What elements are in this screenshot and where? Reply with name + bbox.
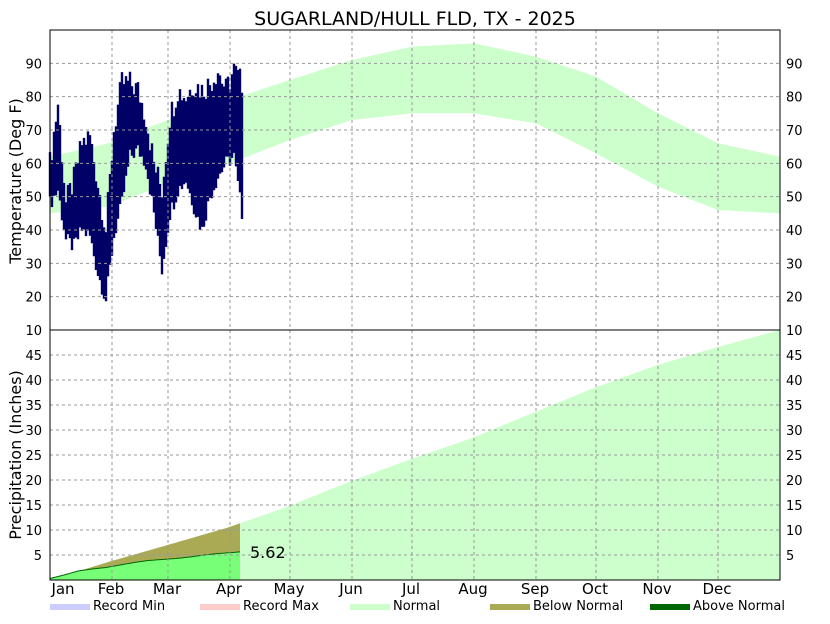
- precipitation-tick-label-right: 15: [786, 499, 803, 514]
- precipitation-total-label: 5.62: [250, 543, 286, 562]
- legend-label: Above Normal: [693, 599, 785, 614]
- precipitation-tick-label-left: 30: [25, 424, 42, 439]
- precipitation-panel-frame: [49, 329, 781, 581]
- precipitation-tick-label-left: 45: [25, 349, 42, 364]
- temperature-tick-label-right: 50: [786, 191, 803, 206]
- legend: Record Min Record Max Normal Below Normal Ab…: [50, 599, 785, 614]
- precipitation-tick-label-left: 40: [25, 374, 42, 389]
- precipitation-tick-label-right: 25: [786, 449, 803, 464]
- precipitation-tick-label-left: 15: [25, 499, 42, 514]
- month-label: Mar: [153, 580, 182, 598]
- precipitation-tick-label-right: 20: [786, 474, 803, 489]
- month-label: Apr: [216, 580, 243, 598]
- temperature-tick-label-left: 70: [25, 124, 42, 139]
- precipitation-tick-label-left: 10: [25, 524, 42, 539]
- month-axis-labels: Jan Feb Mar Apr May Jun Jul Aug Sep Oct Nov Dec: [50, 580, 731, 598]
- precipitation-tick-label-left: 5: [34, 549, 42, 564]
- legend-swatch: [490, 604, 530, 610]
- legend-label: Record Max: [243, 599, 319, 614]
- precipitation-tick-label-left: 10: [25, 324, 42, 339]
- legend-swatch: [50, 604, 90, 610]
- temperature-tick-label-left: 30: [25, 257, 42, 272]
- month-label: Feb: [98, 580, 125, 598]
- precipitation-tick-label-left: 35: [25, 399, 42, 414]
- temperature-y-axis-label: Temperature (Deg F): [6, 98, 25, 265]
- panel-frames: [49, 29, 781, 581]
- month-label: Aug: [458, 580, 487, 598]
- precipitation-panel: 5 5 10 10 15 15 20 20 25 25 30 30 35 35 40 40 45 45 10 10 P…: [6, 324, 803, 580]
- month-label: May: [273, 580, 304, 598]
- temperature-tick-label-left: 60: [25, 157, 42, 172]
- precipitation-tick-label-right: 45: [786, 349, 803, 364]
- precipitation-tick-label-right: 10: [786, 324, 803, 339]
- precipitation-tick-label-right: 35: [786, 399, 803, 414]
- precipitation-tick-label-right: 10: [786, 524, 803, 539]
- temperature-tick-label-right: 20: [786, 291, 803, 306]
- temperature-tick-label-right: 70: [786, 124, 803, 139]
- precipitation-tick-label-right: 5: [786, 549, 794, 564]
- month-label: Dec: [702, 580, 731, 598]
- temperature-tick-label-right: 90: [786, 57, 803, 72]
- precipitation-tick-label-right: 30: [786, 424, 803, 439]
- legend-label: Normal: [393, 599, 440, 614]
- legend-label: Record Min: [93, 599, 165, 614]
- legend-label: Below Normal: [533, 599, 623, 614]
- precipitation-tick-label-left: 20: [25, 474, 42, 489]
- month-label: Jan: [50, 580, 74, 598]
- temperature-tick-label-left: 90: [25, 57, 42, 72]
- temperature-tick-label-right: 80: [786, 91, 803, 106]
- legend-swatch: [350, 604, 390, 610]
- temperature-y-ticks: 20 20 30 30 40 40 50 50 60 60 70 70 80 80 90 90: [25, 57, 802, 305]
- precipitation-normal-area: [50, 330, 780, 580]
- temperature-tick-label-left: 40: [25, 224, 42, 239]
- temperature-grid: [50, 30, 780, 330]
- temperature-panel: 20 20 30 30 40 40 50 50 60 60 70 70 80 80 90 90 Tempera…: [6, 30, 803, 330]
- temperature-tick-label-right: 60: [786, 157, 803, 172]
- precipitation-tick-label-right: 40: [786, 374, 803, 389]
- month-label: Jun: [338, 580, 362, 598]
- precipitation-observed-area: [50, 551, 240, 580]
- temperature-tick-label-left: 20: [25, 291, 42, 306]
- legend-swatch: [200, 604, 240, 610]
- month-label: Nov: [642, 580, 671, 598]
- precipitation-grid: [50, 330, 780, 580]
- temperature-tick-label-right: 30: [786, 257, 803, 272]
- precipitation-y-axis-label: Precipitation (Inches): [6, 370, 25, 540]
- precipitation-tick-label-left: 25: [25, 449, 42, 464]
- month-label: Oct: [582, 580, 608, 598]
- chart-title: SUGARLAND/HULL FLD, TX - 2025: [254, 8, 576, 30]
- precipitation-y-ticks: 5 5 10 10 15 15 20 20 25 25 30 30 35 35 40 40 45 45 10 10: [25, 324, 802, 564]
- temperature-tick-label-left: 50: [25, 191, 42, 206]
- temperature-tick-label-right: 40: [786, 224, 803, 239]
- month-label: Sep: [521, 580, 549, 598]
- month-label: Jul: [401, 580, 420, 598]
- temperature-series-group: [48, 43, 780, 302]
- temperature-tick-label-left: 80: [25, 91, 42, 106]
- legend-swatch: [650, 604, 690, 610]
- temperature-normal-band: [50, 43, 780, 214]
